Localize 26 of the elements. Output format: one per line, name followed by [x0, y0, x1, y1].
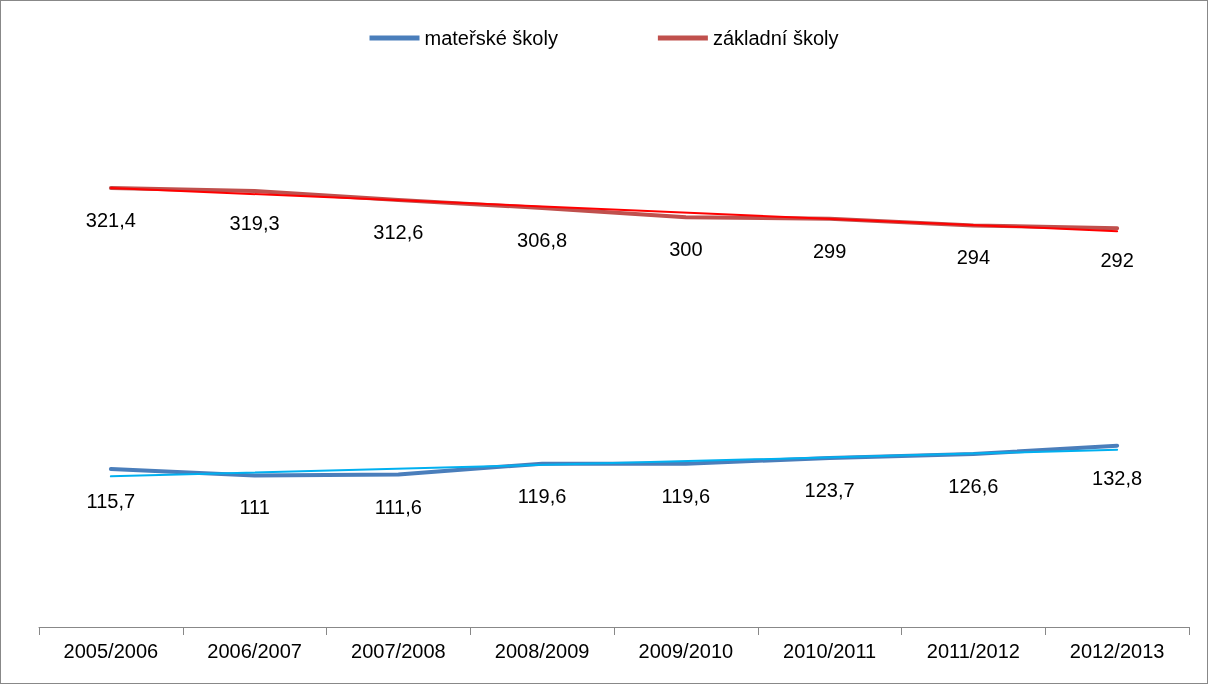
- data-label: 132,8: [1092, 466, 1143, 489]
- data-label: 306,8: [517, 229, 568, 251]
- legend-label: základní školy: [712, 27, 839, 49]
- data-label: 111,6: [374, 495, 422, 518]
- data-label: 319,3: [229, 211, 280, 234]
- legend-label: mateřské školy: [424, 27, 558, 49]
- data-label: 115,7: [86, 489, 136, 512]
- x-tick-label: 2010/2011: [783, 640, 877, 662]
- x-tick-label: 2005/2006: [63, 640, 159, 662]
- data-label: 294: [956, 246, 991, 269]
- x-tick-label: 2011/2012: [926, 640, 1020, 662]
- x-tick-label: 2006/2007: [207, 640, 302, 662]
- x-tick-label: 2012/2013: [1069, 640, 1165, 662]
- data-label: 119,6: [661, 484, 711, 507]
- x-tick-label: 2009/2010: [638, 640, 734, 662]
- data-label: 321,4: [85, 209, 136, 232]
- data-label: 111: [239, 496, 270, 519]
- x-tick-label: 2007/2008: [351, 640, 446, 662]
- data-label: 292: [1100, 249, 1134, 272]
- x-tick-label: 2008/2009: [494, 640, 590, 662]
- data-label: 123,7: [804, 479, 855, 502]
- data-label: 299: [812, 239, 847, 262]
- data-label: 119,6: [517, 484, 567, 507]
- data-label: 126,6: [948, 475, 999, 498]
- data-label: 300: [669, 238, 703, 261]
- data-label: 312,6: [373, 221, 424, 244]
